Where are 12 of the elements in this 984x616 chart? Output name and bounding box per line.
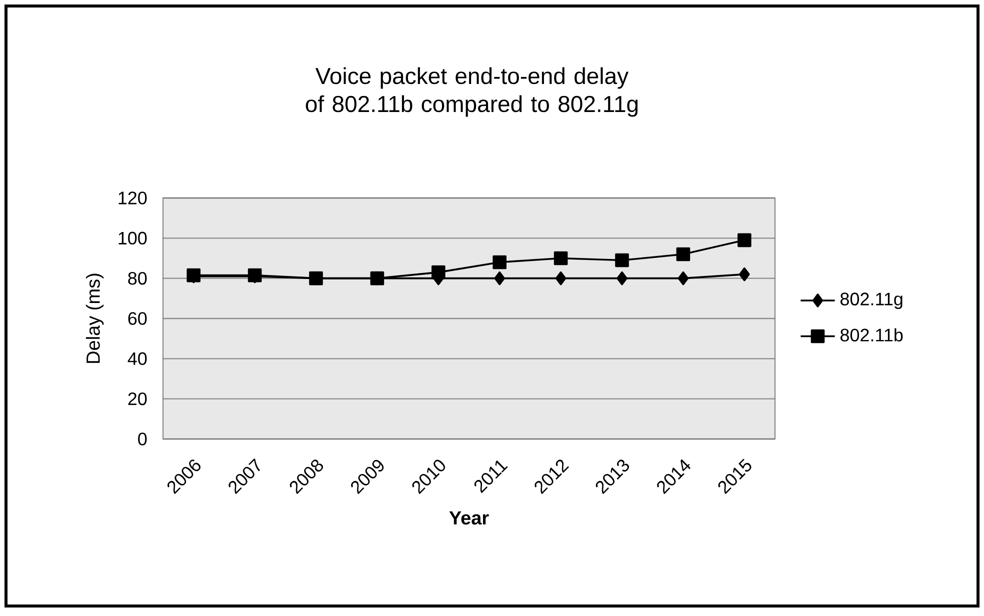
y-tick-label: 0 [138,432,147,446]
y-tick-label: 20 [128,392,147,406]
legend-label: 802.11g [840,292,902,309]
y-tick-label: 40 [128,352,147,366]
x-axis-title: Year [449,511,489,525]
y-tick-label: 60 [128,312,147,325]
y-axis-title: Delay (ms) [86,274,104,363]
y-tick-label: 80 [128,272,147,285]
chart-title: Voice packet end-to-end delay of 802.11b compared to 802.11g [306,67,638,117]
y-tick-label: 100 [118,232,147,245]
y-tick-label: 120 [118,192,147,204]
legend-label: 802.11b [840,328,903,342]
